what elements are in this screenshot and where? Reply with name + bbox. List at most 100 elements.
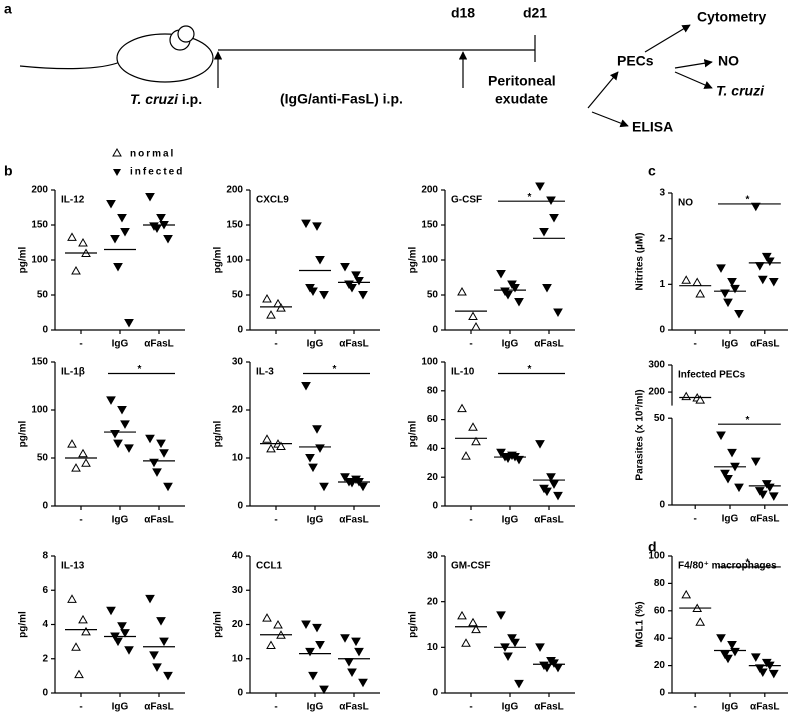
data-point (308, 287, 318, 297)
y-tick-label: 0 (659, 500, 665, 511)
data-point (156, 214, 166, 223)
readout-label: T. cruzi (716, 83, 765, 99)
data-point (301, 219, 311, 229)
y-tick-label: 100 (226, 255, 243, 266)
data-point (471, 624, 481, 634)
panel-title: F4/80⁺ macrophages (678, 561, 777, 572)
y-tick-label: 0 (237, 688, 243, 699)
data-point (761, 252, 772, 262)
y-tick-label: 200 (226, 185, 243, 196)
data-point (308, 671, 318, 681)
data-point (757, 490, 768, 500)
panel-title: IL-3 (256, 367, 274, 378)
data-point (358, 482, 368, 492)
y-axis-label: pg/ml (408, 246, 419, 273)
y-tick-label: 200 (31, 185, 48, 196)
data-point (468, 422, 478, 431)
data-point (67, 439, 77, 448)
y-tick-label: 20 (232, 405, 244, 416)
data-point (468, 617, 478, 627)
y-tick-label: 0 (432, 325, 438, 336)
data-point (71, 463, 81, 472)
panel-title: IL-13 (61, 561, 85, 572)
y-tick-label: 50 (37, 453, 49, 464)
data-point (681, 589, 692, 599)
panel-title: IL-10 (451, 367, 475, 378)
y-tick-label: 0 (42, 688, 48, 699)
data-point (315, 256, 325, 265)
data-point (727, 278, 737, 287)
y-axis-label: pg/ml (408, 420, 419, 447)
data-point (457, 286, 467, 296)
legend-marker (112, 147, 122, 157)
data-point (549, 214, 559, 223)
data-point (262, 613, 272, 622)
data-point (496, 448, 506, 458)
data-point (117, 214, 127, 223)
data-point (273, 619, 283, 629)
x-tick-label: IgG (722, 514, 739, 525)
x-tick-label: IgG (307, 702, 324, 713)
data-point (514, 679, 524, 689)
y-tick-label: 150 (226, 220, 243, 231)
day-label: d18 (451, 5, 475, 21)
data-point (312, 623, 322, 633)
data-point (507, 634, 517, 643)
y-tick-label: 60 (654, 605, 666, 616)
data-point (113, 439, 123, 449)
data-point (106, 200, 116, 209)
x-tick-label: IgG (307, 515, 324, 526)
mouse-tail (19, 61, 121, 70)
y-tick-label: 150 (31, 357, 48, 368)
data-point (117, 622, 127, 631)
legend: normal infected (112, 147, 182, 178)
y-axis-label: Parasites (x 10³/ml) (635, 389, 646, 480)
schematic: T. cruzi i.p. (IgG/anti-FasL) i.p. d18 d… (19, 5, 766, 135)
data-point (695, 395, 706, 404)
x-tick-label: IgG (502, 339, 519, 350)
x-tick-label: - (694, 702, 697, 713)
data-point (78, 614, 88, 624)
y-axis-label: pg/ml (213, 611, 224, 638)
y-tick-label: 0 (432, 501, 438, 512)
legend-marker (113, 169, 121, 176)
data-point (351, 637, 361, 647)
y-tick-label: 80 (427, 385, 439, 396)
data-point (71, 265, 81, 275)
y-tick-label: 2 (659, 233, 665, 244)
data-point (754, 262, 765, 271)
data-point (106, 606, 116, 616)
y-tick-label: 0 (42, 501, 48, 512)
y-tick-label: 200 (648, 387, 665, 398)
data-point (67, 594, 77, 603)
panel-title: NO (678, 198, 693, 209)
data-point (78, 237, 88, 247)
y-tick-label: 100 (31, 255, 48, 266)
data-point (510, 638, 520, 648)
y-axis-label: pg/ml (213, 246, 224, 273)
y-axis-label: pg/ml (213, 420, 224, 447)
readout-label: ELISA (632, 119, 673, 135)
data-point (358, 678, 368, 688)
data-point (120, 228, 130, 237)
data-point (78, 448, 88, 458)
significance-label: * (333, 364, 337, 375)
y-tick-label: 0 (432, 688, 438, 699)
data-point (723, 654, 733, 664)
data-point (305, 647, 315, 657)
data-point (152, 663, 162, 672)
x-tick-label: - (469, 515, 472, 526)
data-point (81, 458, 91, 467)
significance-label: * (528, 364, 532, 375)
data-point (764, 257, 775, 267)
data-point (503, 291, 513, 300)
significance-label: * (138, 364, 142, 375)
x-tick-label: IgG (307, 339, 324, 350)
data-point (145, 594, 155, 604)
panel-title: IL-12 (61, 195, 85, 206)
data-point (120, 629, 130, 638)
infection-label: T. cruzi i.p. (130, 91, 202, 107)
flow-arrow (644, 24, 691, 53)
significance-label: * (745, 415, 749, 426)
